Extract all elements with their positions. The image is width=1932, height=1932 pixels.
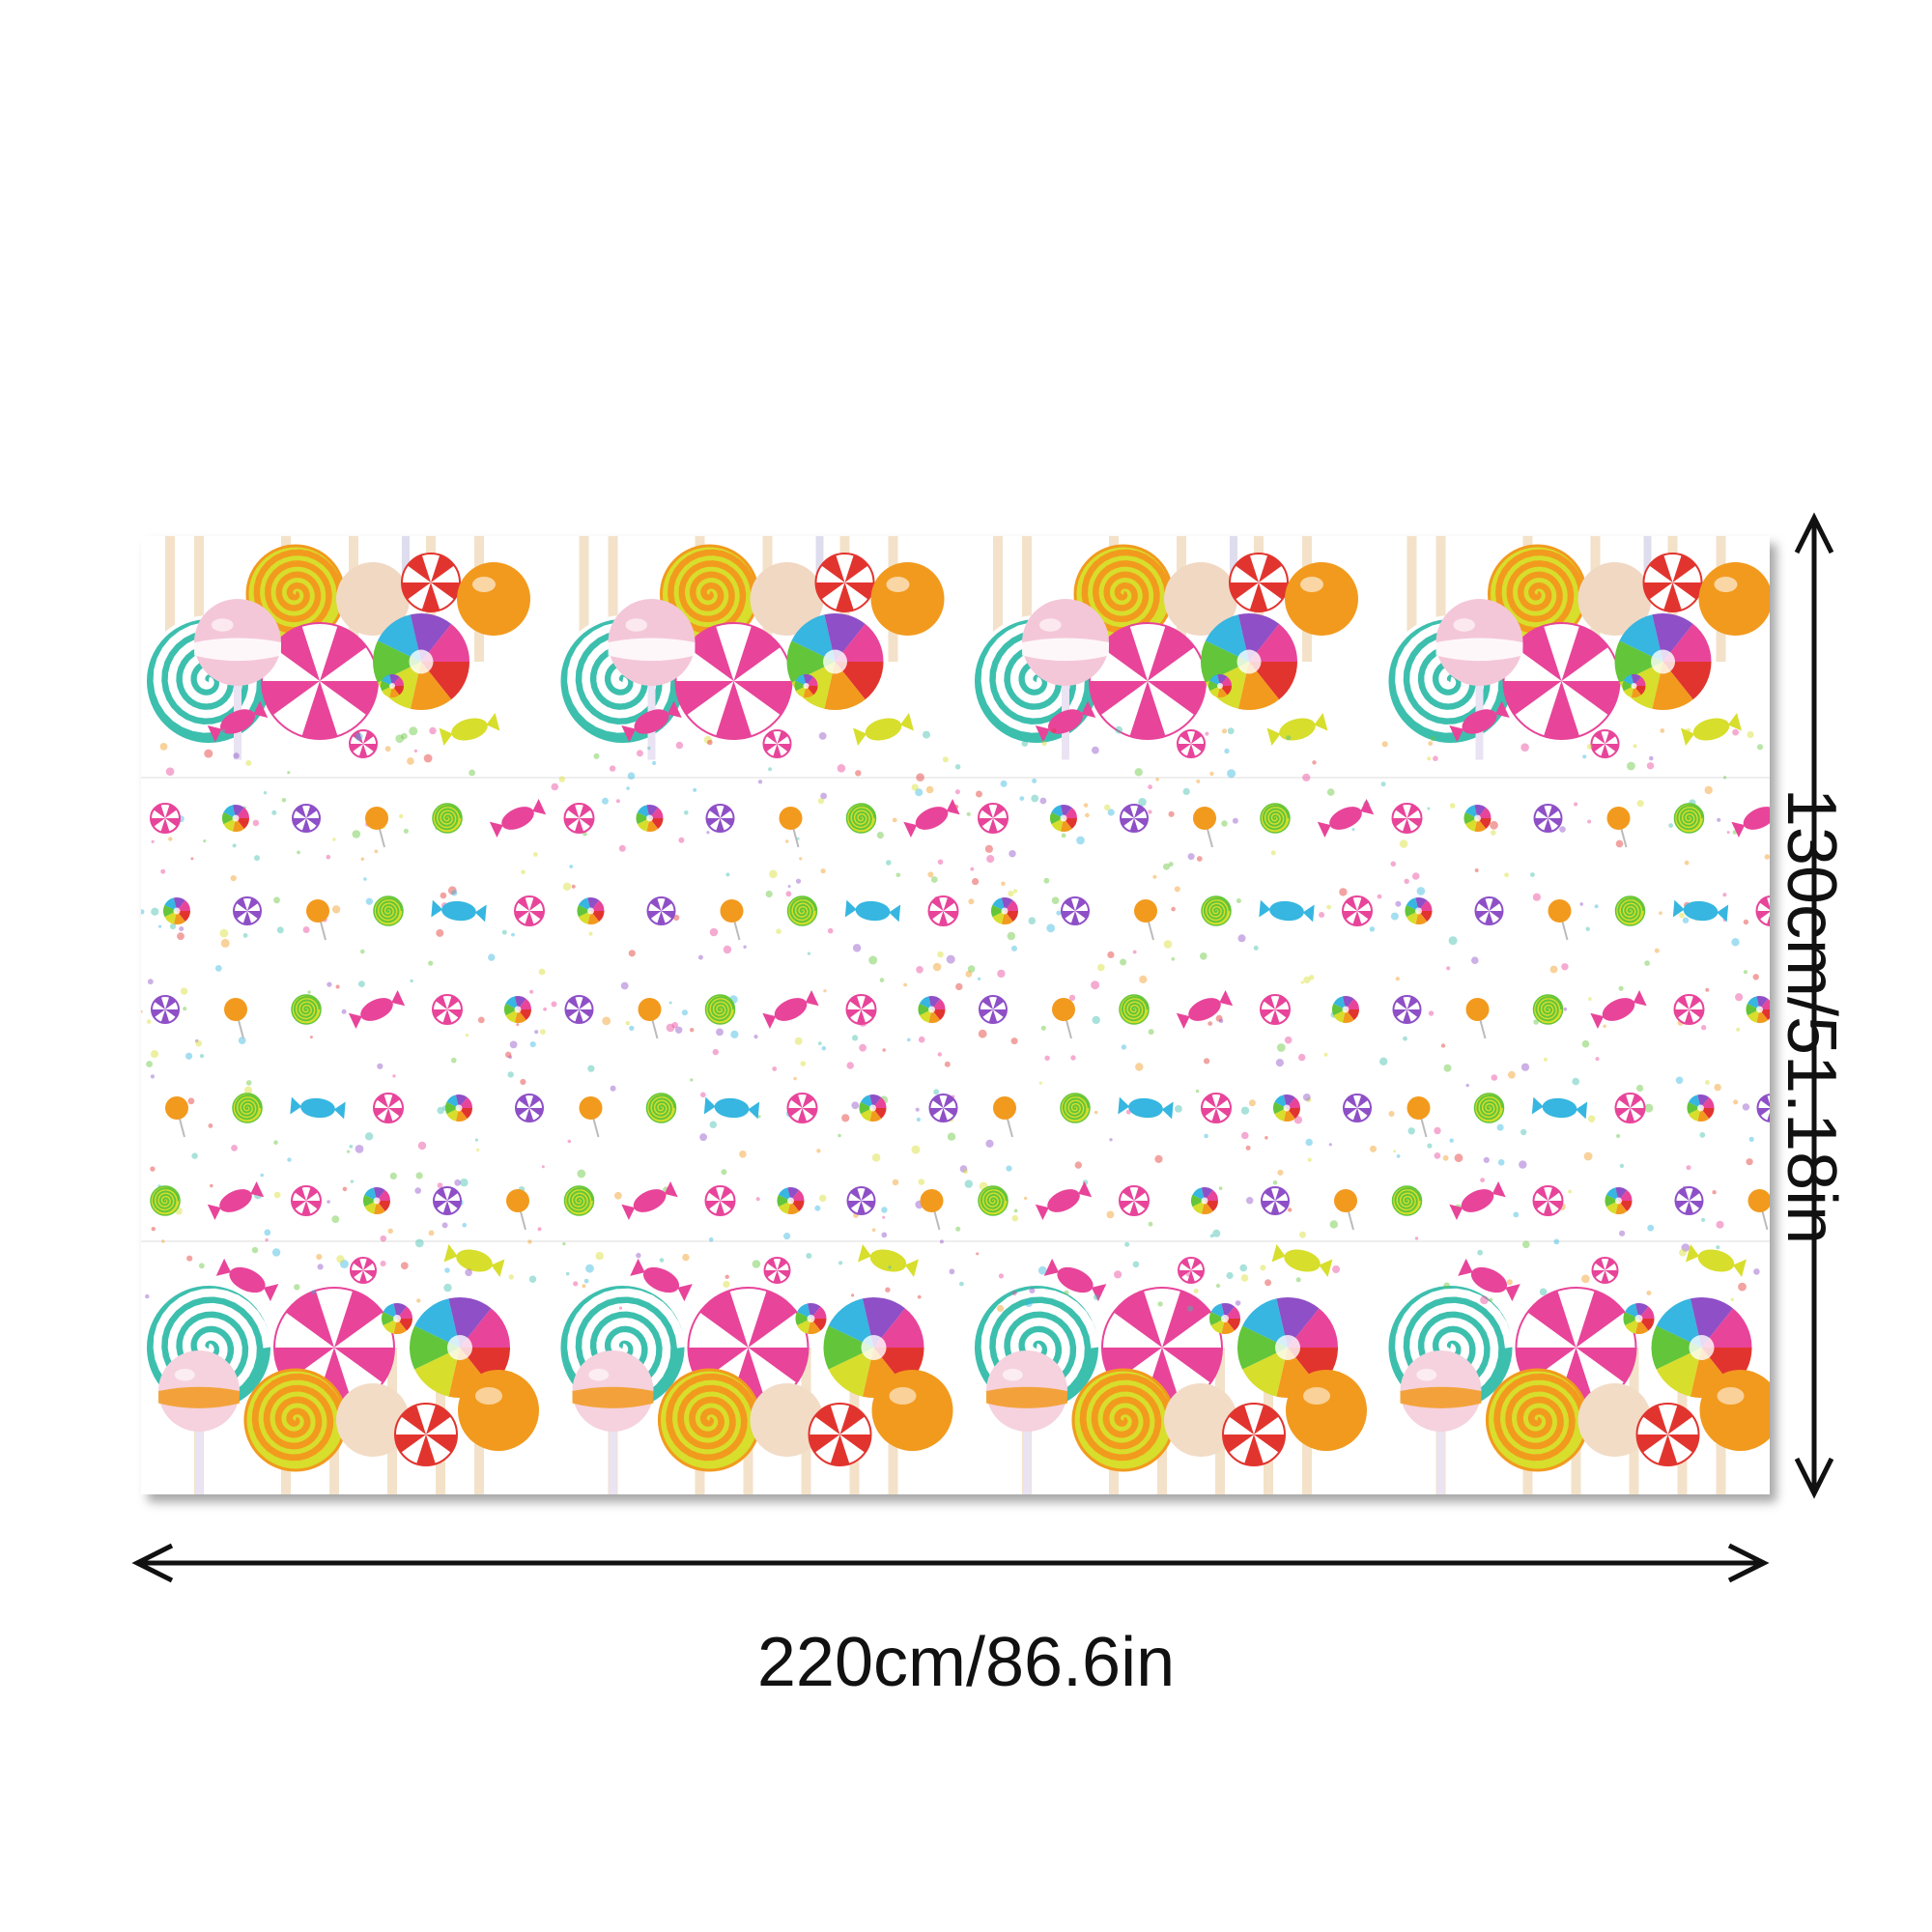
candy-border-top xyxy=(143,536,530,760)
double-arrow-horizontal-icon xyxy=(131,1543,1770,1583)
width-dimension-label: 220cm/86.6in xyxy=(756,1624,1176,1701)
candy-border-bottom xyxy=(1384,1243,1770,1494)
candy-border-bottom xyxy=(556,1243,953,1494)
double-arrow-vertical-icon xyxy=(1794,512,1834,1499)
candy-pattern xyxy=(141,536,1770,1494)
candy-border-top xyxy=(556,536,945,760)
candy-border-bottom xyxy=(143,1243,539,1494)
height-dimension-label: 130cm/51.18in xyxy=(1773,787,1850,1245)
candy-border-top xyxy=(971,536,1358,760)
candy-border-top xyxy=(1384,536,1770,760)
candy-field-middle xyxy=(141,725,1770,1313)
tablecloth-image xyxy=(141,536,1770,1494)
candy-border-bottom xyxy=(971,1243,1367,1494)
